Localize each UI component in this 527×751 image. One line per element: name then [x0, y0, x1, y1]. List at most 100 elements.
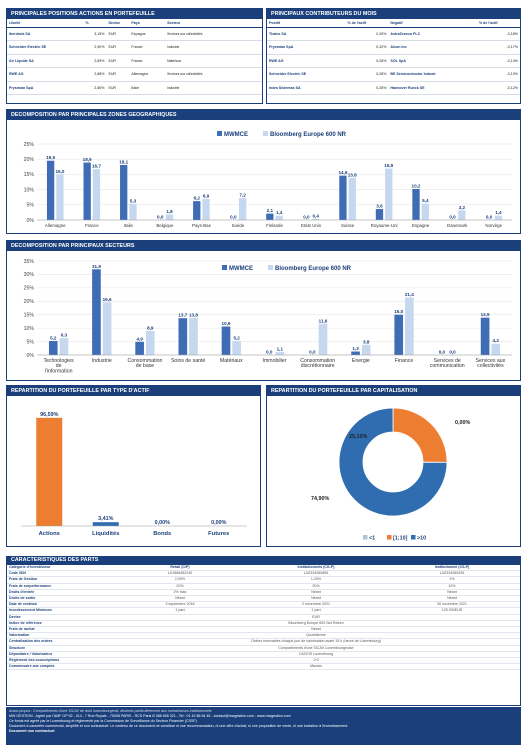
bar	[129, 203, 137, 220]
contributors-cell: BE Semiconductor Industr	[388, 67, 477, 82]
data-label: 3,2	[459, 205, 466, 210]
positions-cell: Allemagne	[129, 67, 166, 82]
data-label: 13,7	[178, 313, 187, 318]
table-row: RWE AG 2,88% EUR Allemagne Services aux coll…	[7, 67, 262, 82]
contributors-cell: SOL SpA	[388, 54, 477, 68]
data-label: 2,1	[267, 208, 274, 213]
x-tick-label: Technologies	[43, 358, 74, 364]
sectors-title: DECOMPOSITION PAR PRINCIPAUX SECTEURS	[7, 241, 520, 251]
caract-label: Droits d'entrée	[7, 589, 112, 597]
positions-cell: Services aux collectivités	[165, 27, 262, 41]
bar	[135, 341, 144, 355]
bar	[102, 302, 112, 355]
bar	[491, 343, 501, 355]
footer-line4: Document non contractuel	[9, 729, 55, 733]
caract-table: Catégorie d'investisseur Retail (C/P) Inst…	[7, 565, 520, 671]
data-label: 0,00%	[455, 420, 470, 426]
positions-cell: Prysmian SpA	[7, 81, 84, 95]
positions-cell: Espagne	[129, 27, 166, 41]
data-label: 1,8	[166, 209, 173, 214]
data-label: 6,9	[203, 194, 210, 199]
table-row: Catégorie d'investisseur Retail (C/P) Inst…	[7, 565, 520, 572]
caract-value: 1%	[384, 576, 520, 584]
data-label: 5,2	[233, 336, 240, 341]
legend-label: Bloomberg Europe 600 NR	[270, 132, 347, 138]
contributors-cell: Hannover Rueck SE	[388, 81, 477, 95]
bar	[145, 331, 155, 355]
caract-value: LU1868452240	[112, 570, 248, 578]
caract-value: Néant	[112, 595, 248, 603]
contributors-cell: 0,26%	[345, 81, 389, 95]
data-label: 8,9	[147, 326, 154, 331]
data-label: 14,6	[338, 170, 347, 175]
x-tick-label: Services aux	[476, 358, 506, 364]
table-row: Iberdrola SA 3,15% EUR Espagne Services aux …	[7, 27, 262, 41]
bar	[59, 338, 69, 355]
table-row: Schneider Electric SE 2,90% EUR France Indus…	[7, 40, 262, 55]
caract-value: 3 septembre 2018	[112, 601, 248, 609]
x-tick-label: Bonds	[153, 531, 171, 537]
y-tick-label: 25%	[24, 286, 35, 292]
assets-title: REPARTITION DU PORTEFEUILLE PAR TYPE D'A…	[7, 386, 260, 396]
caract-label: Date de création	[7, 601, 112, 609]
caract-value: 30 novembre 2021	[384, 601, 520, 609]
data-label: 4,9	[136, 336, 143, 341]
caract-value: J+2	[112, 657, 520, 665]
legend-label: MWMCE	[229, 266, 253, 272]
x-tick-label: Espagne	[412, 223, 430, 228]
geo-chart: 0%5%10%15%20%25%19,515,0Allemagne18,916,…	[24, 131, 512, 228]
y-tick-label: 5%	[27, 339, 35, 345]
positions-cell: Industrie	[165, 40, 262, 55]
bar	[312, 218, 320, 220]
caract-value: Institutionnels (CG-P)	[248, 565, 384, 572]
data-label: 0,0	[266, 350, 273, 355]
legend-swatch	[363, 535, 368, 540]
caract-label: Frais de rachat	[7, 626, 112, 634]
assets-chart: 96,59% Actions 3,41% Liquidités 0,00% Bonds 0,…	[21, 412, 247, 537]
positions-cell: Industrie	[165, 81, 262, 95]
assets-panel: REPARTITION DU PORTEFEUILLE PAR TYPE D'A…	[6, 385, 261, 547]
footer-line1: MW GESTION - Agréé par l'AMF GP 92 - 014…	[9, 714, 291, 718]
table-row: Indra Sistemas SA 0,26% Hannover Rueck SE -…	[267, 81, 520, 95]
caract-value: 2% max	[112, 589, 248, 597]
x-tick-label: Royaume-Uni	[371, 223, 398, 228]
caract-value: LU2334080939	[384, 570, 520, 578]
data-label: 3,6	[376, 204, 383, 209]
data-label: 1,3	[352, 346, 359, 351]
contributors-cell: -0,18%	[476, 27, 520, 41]
positions-cell: 2,85%	[83, 81, 107, 95]
bar	[412, 188, 420, 220]
x-tick-label: de	[56, 363, 62, 369]
bar	[318, 323, 328, 355]
cap-chart: 0,00% 25,10% 74,90% <1 [1;10] >10	[311, 407, 470, 542]
data-label: 1,4	[495, 210, 502, 215]
data-label: 0,0	[157, 215, 164, 220]
data-label: 5,4	[422, 198, 429, 203]
data-label: 13,9	[481, 312, 490, 317]
contributors-cell: Alcon Inc	[388, 40, 477, 55]
x-tick-label: Liquidités	[92, 531, 119, 537]
positions-cell: Matériaux	[165, 54, 262, 68]
x-tick-label: discrétionnaire	[301, 363, 335, 369]
bar	[165, 214, 174, 220]
caract-label: Indice de référence	[7, 620, 112, 628]
data-label: 6,2	[194, 196, 201, 201]
contributors-panel: PRINCIPAUX CONTRIBUTEURS DU MOIS Positif…	[266, 8, 521, 104]
footer-line2: Ce fonds est agréé par le Luxembourg et …	[9, 719, 197, 723]
data-label: 0,0	[439, 350, 446, 355]
data-label: 15,0	[55, 169, 64, 174]
y-tick-label: 15%	[24, 313, 35, 319]
data-label: 0,0	[449, 215, 456, 220]
bar	[348, 178, 356, 220]
x-tick-label: Actions	[39, 531, 60, 537]
bar	[351, 351, 360, 355]
y-tick-label: 0%	[27, 353, 35, 359]
caract-value: Néant	[248, 589, 384, 597]
contributors-cell: RWE AG	[267, 54, 346, 68]
bar	[48, 341, 58, 355]
caract-value: 1 part	[248, 607, 384, 615]
legend-label: MWMCE	[224, 132, 248, 138]
contributors-table: Positif% de l'actif Négatif% de l'actif T…	[267, 19, 520, 95]
data-label: 0,4	[312, 213, 319, 218]
data-label: 16,7	[92, 164, 101, 169]
